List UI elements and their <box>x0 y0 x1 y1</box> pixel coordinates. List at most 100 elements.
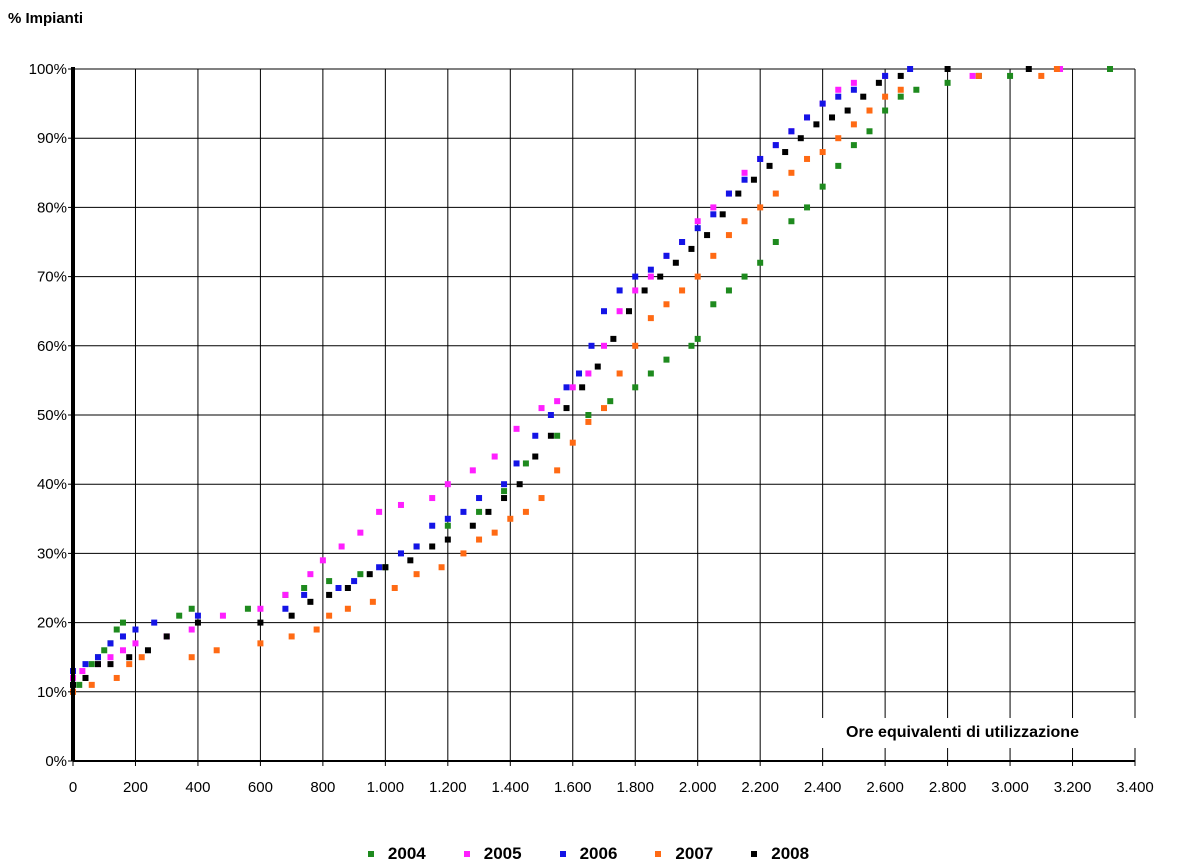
legend-item: 2005 <box>463 844 522 864</box>
x-tick-label: 200 <box>123 779 148 796</box>
data-point <box>194 612 201 619</box>
data-point <box>850 79 857 86</box>
data-point <box>835 93 842 100</box>
data-point <box>576 370 583 377</box>
x-tick-label: 1.400 <box>492 779 530 796</box>
data-point <box>522 460 529 467</box>
data-point <box>741 218 748 225</box>
data-point <box>476 495 483 502</box>
y-tick-label: 100% <box>29 61 67 78</box>
data-point <box>469 467 476 474</box>
legend-label: 2008 <box>771 844 810 863</box>
data-point <box>476 536 483 543</box>
y-tick-label: 70% <box>37 269 67 286</box>
data-point <box>969 72 976 79</box>
data-point <box>819 149 826 156</box>
data-point <box>491 529 498 536</box>
x-tick-label: 800 <box>310 779 335 796</box>
legend-item: 2006 <box>559 844 618 864</box>
data-point <box>694 225 701 232</box>
data-point <box>632 273 639 280</box>
data-point <box>601 342 607 349</box>
data-point <box>338 543 345 550</box>
data-point <box>413 543 420 550</box>
data-point <box>835 162 842 169</box>
data-point <box>601 405 607 412</box>
x-tick-label: 1.600 <box>554 779 592 796</box>
data-point <box>257 640 264 647</box>
x-tick-label: 1.800 <box>616 779 654 796</box>
data-point <box>138 654 145 661</box>
data-point <box>1038 72 1045 79</box>
legend-item: 2008 <box>751 844 809 864</box>
data-point <box>554 467 561 474</box>
data-point <box>326 578 333 585</box>
data-point <box>326 591 333 598</box>
x-tick-label: 3.200 <box>1054 779 1092 796</box>
data-point <box>516 481 523 488</box>
data-point <box>554 432 561 439</box>
data-point <box>882 93 889 100</box>
data-point <box>813 121 820 128</box>
y-tick-label: 90% <box>37 130 67 147</box>
data-point <box>144 647 151 654</box>
x-tick-labels: 0 200 400 600 800 1.000 1.200 1.400 1.600 1.800 2.… <box>69 779 1154 796</box>
data-point <box>126 661 133 668</box>
data-point <box>772 190 779 197</box>
y-tick-label: 50% <box>37 407 67 424</box>
data-point <box>307 598 314 605</box>
x-tick-label: 600 <box>248 779 273 796</box>
data-point <box>444 536 451 543</box>
data-point <box>82 661 89 668</box>
data-point <box>772 239 779 245</box>
data-point <box>757 259 764 266</box>
data-point <box>113 674 120 681</box>
data-point <box>219 612 226 619</box>
data-point <box>850 142 857 149</box>
data-point <box>513 425 520 432</box>
data-point <box>94 654 101 661</box>
data-point <box>710 204 717 211</box>
data-point <box>782 149 789 156</box>
x-tick-label: 1.200 <box>429 779 467 796</box>
x-tick-label: 3.000 <box>991 779 1029 796</box>
data-point <box>860 93 867 100</box>
y-tick-label: 40% <box>37 476 67 493</box>
data-point <box>554 398 561 405</box>
axes <box>68 67 1136 766</box>
data-point <box>79 668 86 675</box>
data-point <box>757 204 764 211</box>
data-point <box>625 308 632 315</box>
legend: 2004 2005 2006 2007 2008 <box>0 844 1177 864</box>
data-point <box>188 626 195 633</box>
data-point <box>725 232 732 239</box>
data-point <box>119 633 126 640</box>
data-point <box>563 405 570 412</box>
data-point <box>607 398 614 405</box>
data-point <box>429 495 436 502</box>
data-point <box>710 252 717 259</box>
data-point <box>866 107 873 114</box>
series-2008 <box>70 66 1032 688</box>
series-2006 <box>70 66 914 675</box>
x-axis-title: Ore equivalenti di utilizzazione <box>784 718 1141 748</box>
x-tick-label: 2.000 <box>679 779 717 796</box>
x-tick-label: 2.200 <box>741 779 779 796</box>
data-point <box>313 626 320 633</box>
data-point <box>438 564 445 571</box>
data-point <box>326 612 333 619</box>
data-point <box>460 550 467 557</box>
data-point <box>647 315 654 322</box>
data-point <box>522 508 529 515</box>
data-point <box>357 529 364 536</box>
y-tick-label: 80% <box>37 199 67 216</box>
legend-item: 2007 <box>655 844 713 864</box>
data-point <box>569 384 576 391</box>
series-2005 <box>70 66 1064 681</box>
data-point <box>882 107 889 114</box>
data-point <box>788 128 795 135</box>
legend-label: 2006 <box>579 844 618 863</box>
data-point <box>679 239 686 245</box>
data-point <box>819 183 826 190</box>
